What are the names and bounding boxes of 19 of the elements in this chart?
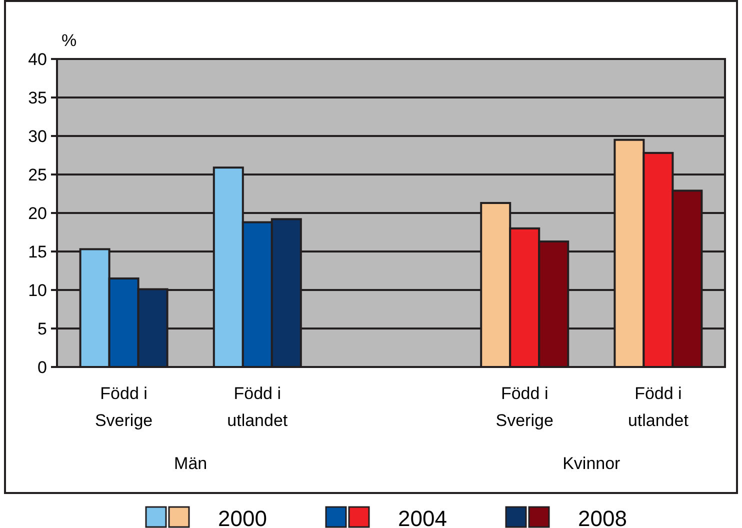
y-tick-label: 20 bbox=[28, 204, 47, 223]
y-tick-label: 30 bbox=[28, 126, 47, 146]
x-tick-label: Född i utlandet bbox=[628, 384, 689, 430]
x-tick-label: Född i Sverige bbox=[496, 384, 554, 430]
y-tick-label: 40 bbox=[28, 50, 47, 69]
y-tick-label: 0 bbox=[38, 358, 47, 377]
x-tick-label: Född i utlandet bbox=[227, 384, 288, 430]
legend-label: 2008 bbox=[578, 506, 627, 528]
y-tick-label: 35 bbox=[28, 88, 47, 108]
legend-label: 2004 bbox=[398, 506, 447, 528]
y-axis-title: % bbox=[61, 31, 77, 50]
y-tick-label: 5 bbox=[38, 319, 47, 338]
legend-label: 2000 bbox=[218, 506, 267, 528]
y-tick-label: 15 bbox=[28, 242, 47, 262]
y-tick-label: 25 bbox=[28, 165, 47, 184]
y-tick-label: 10 bbox=[28, 280, 47, 300]
text: Män bbox=[174, 454, 208, 473]
x-tick-label: Född i Sverige bbox=[94, 384, 153, 430]
text: Kvinnor bbox=[562, 454, 621, 473]
